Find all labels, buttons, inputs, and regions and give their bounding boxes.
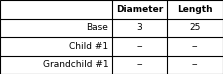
Text: Grandchild #1: Grandchild #1 <box>43 60 108 69</box>
Text: --: -- <box>136 42 143 51</box>
Text: Diameter: Diameter <box>116 5 163 14</box>
Text: Base: Base <box>86 23 108 32</box>
Text: Child #1: Child #1 <box>69 42 108 51</box>
Text: 3: 3 <box>136 23 142 32</box>
Text: 25: 25 <box>189 23 201 32</box>
Text: --: -- <box>136 60 143 69</box>
Text: --: -- <box>192 42 198 51</box>
Text: --: -- <box>192 60 198 69</box>
Text: Length: Length <box>177 5 213 14</box>
